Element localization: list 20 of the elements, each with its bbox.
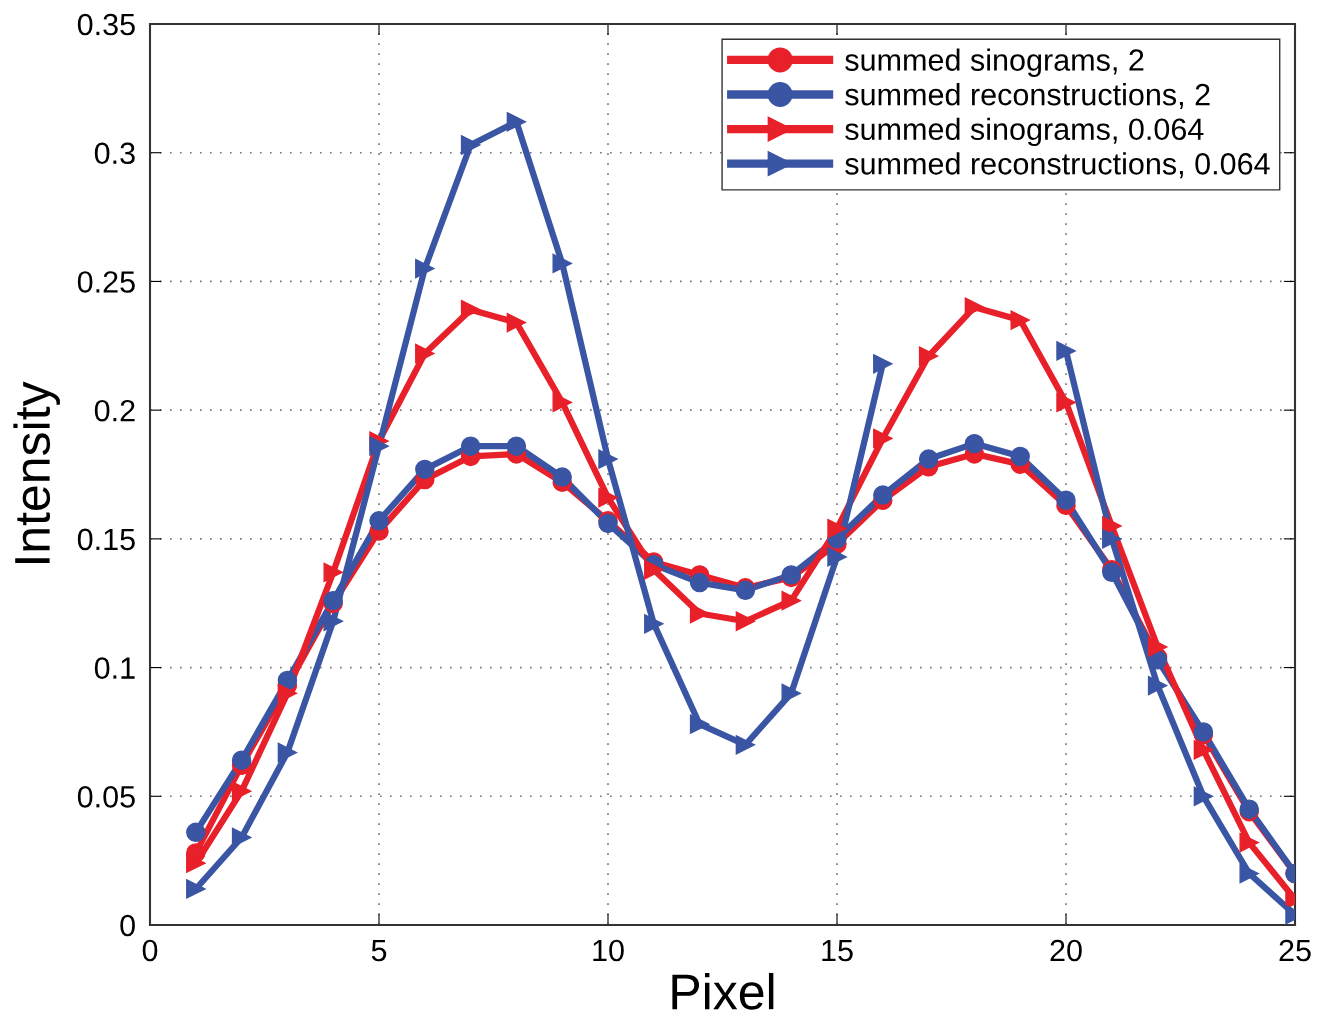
y-tick-label: 0	[120, 914, 135, 937]
x-tick-label: 5	[371, 940, 387, 962]
y-tick-label: 0.05	[77, 786, 135, 808]
y-tick-label: 0.3	[94, 142, 135, 165]
x-tick-label: 10	[593, 939, 624, 962]
legend-label: summed reconstructions, 0.064	[845, 152, 1270, 179]
y-tick-label: 0.15	[77, 528, 135, 551]
legend-label: summed sinograms, 0.064	[845, 117, 1204, 147]
x-tick-label: 20	[1050, 939, 1082, 962]
legend-label: summed reconstructions, 2	[845, 83, 1210, 110]
y-tick-label: 0.2	[94, 399, 135, 422]
y-tick-label: 0.25	[77, 271, 135, 293]
x-tick-label: 15	[822, 940, 853, 962]
x-axis-title: Pixel	[672, 972, 774, 1010]
x-tick-label: 0	[142, 939, 158, 962]
y-axis-title: Intensity	[13, 381, 60, 563]
y-tick-label: 0.35	[77, 13, 135, 36]
legend-label: summed sinograms, 2	[845, 48, 1144, 77]
y-tick-label: 0.1	[94, 657, 135, 679]
x-tick-label: 25	[1279, 939, 1311, 962]
